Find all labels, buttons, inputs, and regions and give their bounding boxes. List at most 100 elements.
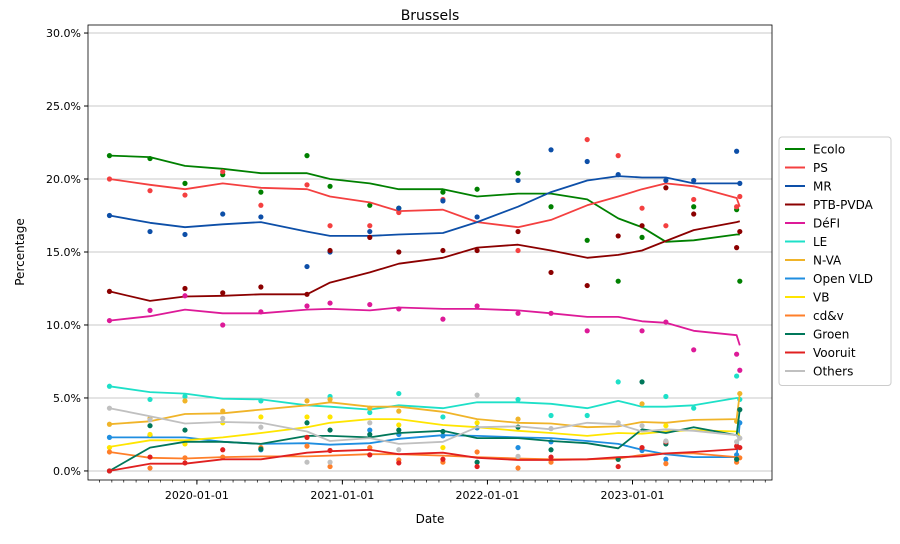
poll-point xyxy=(367,427,373,433)
poll-point xyxy=(440,444,446,451)
poll-point xyxy=(474,247,480,254)
poll-point xyxy=(106,405,113,411)
legend-label: VB xyxy=(813,291,829,305)
poll-point xyxy=(304,420,310,426)
legend-item: LE xyxy=(785,235,827,249)
poll-point xyxy=(327,300,333,306)
poll-point xyxy=(396,249,402,255)
poll-point xyxy=(548,454,554,460)
poll-point xyxy=(106,212,113,219)
poll-point xyxy=(691,211,697,217)
poll-point xyxy=(474,459,480,465)
poll-point xyxy=(691,347,697,353)
poll-point xyxy=(396,422,402,428)
poll-point xyxy=(691,196,697,203)
poll-point xyxy=(106,176,113,182)
legend-label: Open VLD xyxy=(813,272,873,286)
poll-point xyxy=(474,214,480,220)
series-others xyxy=(106,392,743,465)
legend-item: cd&v xyxy=(785,309,844,323)
poll-point xyxy=(304,434,310,440)
legend-item: PS xyxy=(785,161,828,175)
legend-item: MR xyxy=(785,180,832,194)
legend-item: PTB-PVDA xyxy=(785,198,874,212)
poll-point xyxy=(147,417,153,423)
poll-point xyxy=(367,234,373,240)
series-d-fi xyxy=(106,293,743,373)
plot-area xyxy=(106,136,743,474)
poll-point xyxy=(515,247,521,254)
poll-point xyxy=(639,423,645,429)
poll-point xyxy=(147,465,153,471)
poll-point xyxy=(474,420,480,426)
poll-point xyxy=(440,414,446,420)
poll-point xyxy=(515,310,521,316)
poll-point xyxy=(147,454,153,460)
poll-point xyxy=(615,379,621,385)
poll-point xyxy=(182,427,188,433)
legend-item: N-VA xyxy=(785,254,842,268)
poll-point xyxy=(367,223,373,229)
poll-point xyxy=(734,245,740,251)
poll-point xyxy=(737,367,743,373)
poll-point xyxy=(367,420,373,426)
y-tick-label: 5.0% xyxy=(53,392,81,405)
poll-point xyxy=(367,301,373,308)
poll-point xyxy=(304,398,310,404)
poll-point xyxy=(515,416,521,422)
series-n-va xyxy=(106,390,743,429)
poll-point xyxy=(106,288,113,295)
legend-label: N-VA xyxy=(813,254,842,268)
poll-point xyxy=(304,303,310,309)
legend-item: Vooruit xyxy=(785,346,856,360)
poll-point xyxy=(106,153,113,159)
trend-line xyxy=(109,393,741,429)
poll-point xyxy=(106,468,113,474)
poll-point xyxy=(396,205,402,211)
poll-point xyxy=(515,170,521,176)
trend-line xyxy=(109,446,741,472)
poll-point xyxy=(440,247,446,254)
poll-point xyxy=(474,449,480,455)
y-tick-label: 25.0% xyxy=(46,100,81,113)
poll-point xyxy=(220,322,226,328)
poll-point xyxy=(304,414,310,420)
poll-point xyxy=(367,228,373,235)
poll-point xyxy=(258,424,264,430)
poll-point xyxy=(515,228,521,235)
axes-frame xyxy=(87,24,773,481)
poll-point xyxy=(106,449,113,455)
legend-label: Ecolo xyxy=(813,143,845,157)
poll-point xyxy=(147,228,153,235)
poll-point xyxy=(584,282,590,289)
series-ps xyxy=(106,136,743,254)
poll-point xyxy=(182,393,188,400)
poll-point xyxy=(147,396,153,403)
poll-point xyxy=(639,234,645,240)
legend-label: LE xyxy=(813,235,827,249)
poll-point xyxy=(182,285,188,292)
poll-point xyxy=(734,373,740,379)
poll-point xyxy=(515,465,521,471)
series-le xyxy=(106,373,743,420)
poll-point xyxy=(106,383,113,389)
poll-point xyxy=(304,459,310,465)
poll-point xyxy=(663,461,669,467)
legend-label: Groen xyxy=(813,328,849,342)
poll-point xyxy=(663,177,669,184)
poll-point xyxy=(639,223,645,229)
poll-point xyxy=(737,228,743,235)
poll-point xyxy=(639,205,645,211)
x-tick-label: 2023-01-01 xyxy=(601,489,665,502)
poll-point xyxy=(220,211,226,217)
poll-point xyxy=(220,169,226,175)
y-tick-label: 30.0% xyxy=(46,27,81,40)
axis-ticks: 0.0% 5.0% 10.0% 15.0% 20.0% 25.0% 30.0% 2020-01… xyxy=(46,27,766,502)
poll-point xyxy=(367,409,373,416)
poll-point xyxy=(440,456,446,462)
poll-point xyxy=(639,401,645,407)
poll-point xyxy=(220,447,226,453)
poll-point xyxy=(734,439,740,445)
poll-point xyxy=(584,158,590,165)
grid-lines xyxy=(88,32,772,472)
